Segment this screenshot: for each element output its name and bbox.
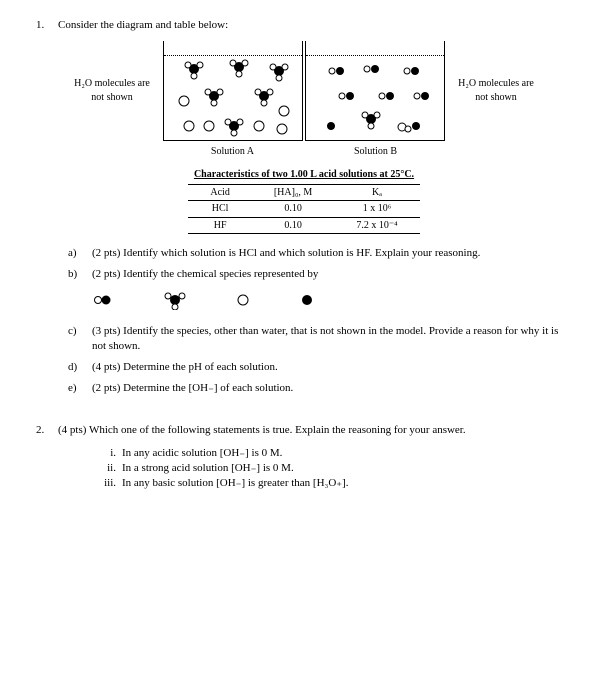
q1c: c) (3 pts) Identify the species, other t… xyxy=(68,324,572,354)
q1e: e) (2 pts) Determine the [OH₋] of each s… xyxy=(68,381,572,396)
q1d-text: (4 pts) Determine the pH of each solutio… xyxy=(92,360,572,375)
solution-labels: Solution A Solution B xyxy=(36,145,572,159)
right-side-label: H₂O molecules are not shown xyxy=(451,77,541,104)
question-1: 1. Consider the diagram and table below: xyxy=(36,18,572,33)
q1e-text: (2 pts) Determine the [OH₋] of each solu… xyxy=(92,381,572,396)
q1d-letter: d) xyxy=(68,360,92,375)
q1a-text: (2 pts) Identify which solution is HCl a… xyxy=(92,246,572,261)
q1d: d) (4 pts) Determine the pH of each solu… xyxy=(68,360,572,375)
q1-prompt: Consider the diagram and table below: xyxy=(58,18,572,33)
diagram: H₂O molecules are not shown xyxy=(36,41,572,141)
characteristics-table: Acid [HA]₀, M Kₐ HCl 0.10 1 x 10⁶ HF 0.1… xyxy=(188,184,419,235)
q1a: a) (2 pts) Identify which solution is HC… xyxy=(68,246,572,261)
q1-number: 1. xyxy=(36,18,58,33)
q2-ii: ii. In a strong acid solution [OH₋] is 0… xyxy=(92,461,572,476)
q2-number: 2. xyxy=(36,423,58,438)
q1c-text: (3 pts) Identify the species, other than… xyxy=(92,324,572,354)
species-pair-icon xyxy=(92,293,114,307)
beakers xyxy=(163,41,445,141)
liquid-line-a xyxy=(164,55,302,56)
q2-prompt: (4 pts) Which one of the following state… xyxy=(58,423,572,438)
beaker-b-molecules xyxy=(306,41,446,141)
q2-iii: iii. In any basic solution [OH₋] is grea… xyxy=(92,476,572,491)
species-icons xyxy=(92,290,572,310)
beaker-a xyxy=(163,41,303,141)
table-row: HF 0.10 7.2 x 10⁻⁴ xyxy=(188,217,419,234)
left-side-label: H₂O molecules are not shown xyxy=(67,77,157,104)
table-caption: Characteristics of two 1.00 L acid solut… xyxy=(36,168,572,182)
th-acid: Acid xyxy=(188,184,251,201)
q2-statements: i. In any acidic solution [OH₋] is 0 M. … xyxy=(92,446,572,491)
th-ka: Kₐ xyxy=(334,184,419,201)
species-open-icon xyxy=(236,293,250,307)
solution-b-label: Solution B xyxy=(354,145,397,159)
solution-a-label: Solution A xyxy=(211,145,254,159)
q1e-letter: e) xyxy=(68,381,92,396)
q1b-text: (2 pts) Identify the chemical species re… xyxy=(92,267,572,282)
th-ha0: [HA]₀, M xyxy=(252,184,334,201)
liquid-line-b xyxy=(306,55,444,56)
q1b-letter: b) xyxy=(68,267,92,282)
beaker-a-molecules xyxy=(164,41,304,141)
q1a-letter: a) xyxy=(68,246,92,261)
species-solid-icon xyxy=(300,293,314,307)
q2-i: i. In any acidic solution [OH₋] is 0 M. xyxy=(92,446,572,461)
table-row: HCl 0.10 1 x 10⁶ xyxy=(188,201,419,218)
species-cluster-icon xyxy=(164,290,186,310)
beaker-b xyxy=(305,41,445,141)
q1c-letter: c) xyxy=(68,324,92,354)
table-header-row: Acid [HA]₀, M Kₐ xyxy=(188,184,419,201)
q1b: b) (2 pts) Identify the chemical species… xyxy=(68,267,572,282)
question-2: 2. (4 pts) Which one of the following st… xyxy=(36,423,572,438)
